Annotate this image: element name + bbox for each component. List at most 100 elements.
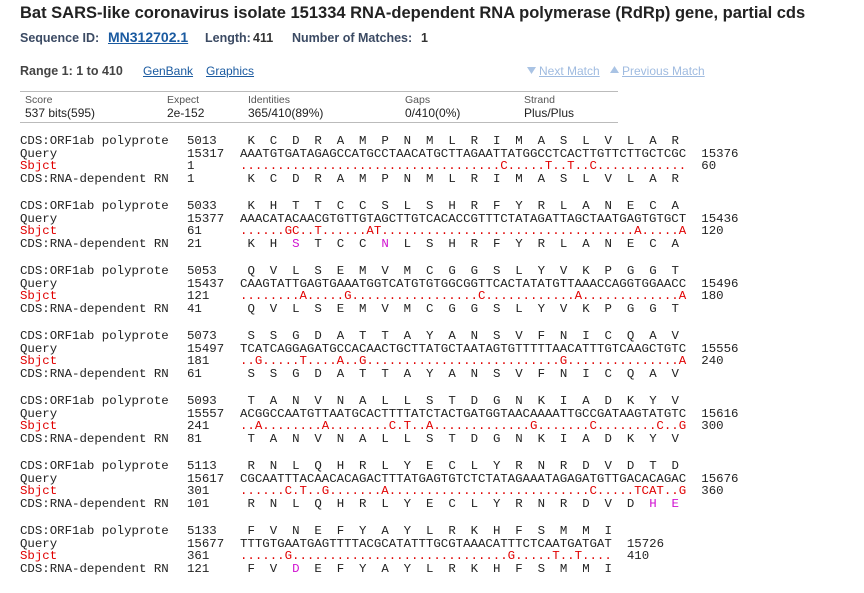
amino-acid: S (426, 394, 434, 408)
amino-acid: E (426, 497, 434, 512)
amino-acid: C (426, 302, 434, 317)
amino-acid: E (626, 237, 635, 252)
amino-acid: Y (537, 264, 546, 278)
amino-acid: I (604, 562, 612, 577)
amino-acid: F (336, 562, 345, 577)
amino-acid: H (492, 524, 501, 538)
stats-value: 0/410(0%) (405, 106, 461, 120)
end-position: 410 (626, 549, 650, 564)
amino-acid: D (314, 329, 322, 343)
amino-acid: T (314, 237, 322, 252)
amino-acid: L (470, 497, 479, 512)
amino-acid: T (649, 459, 657, 473)
amino-acid: R (671, 134, 679, 148)
amino-acid: P (604, 302, 612, 317)
amino-acid: A (671, 237, 679, 252)
up-arrow-icon (610, 66, 619, 73)
row-label: CDS:ORF1ab polyprote (20, 459, 169, 473)
amino-acid: M (426, 134, 434, 148)
amino-acid: R (537, 199, 546, 213)
amino-acid: N (604, 199, 612, 213)
amino-acid: L (582, 134, 590, 148)
sbjct-sequence: ...................................C....… (240, 159, 687, 174)
amino-acid: I (582, 329, 590, 343)
amino-acid: G (448, 264, 456, 278)
amino-acid: S (247, 367, 255, 382)
amino-acid: S (314, 302, 322, 317)
sequence-id-link[interactable]: MN312702.1 (108, 29, 189, 45)
amino-acid: Y (359, 524, 367, 538)
row-label: CDS:ORF1ab polyprote (20, 394, 169, 408)
amino-acid: N (292, 524, 300, 538)
amino-acid: N (269, 497, 278, 512)
graphics-link[interactable]: Graphics (206, 64, 255, 78)
row-label: CDS:RNA-dependent RN (20, 562, 169, 577)
amino-acid: G (492, 432, 501, 447)
amino-acid: F (537, 329, 546, 343)
amino-acid: M (359, 264, 367, 278)
start-position: 15317 (187, 146, 225, 161)
amino-acid: E (336, 302, 345, 317)
sbjct-sequence: ..A........A........C.T..A.............G… (240, 419, 687, 434)
amino-acid: F (247, 524, 255, 538)
amino-acid: Q (314, 497, 322, 512)
amino-acid: T (381, 367, 389, 382)
start-position: 15437 (187, 276, 225, 291)
amino-acid: A (448, 367, 456, 382)
amino-acid: Y (649, 394, 657, 408)
amino-acid: Y (403, 459, 412, 473)
amino-acid: D (626, 497, 635, 512)
amino-acid: K (247, 237, 255, 252)
amino-acid: T (247, 394, 255, 408)
amino-acid: Q (314, 459, 322, 473)
amino-acid: N (559, 367, 568, 382)
genbank-link[interactable]: GenBank (143, 64, 194, 78)
amino-acid: L (403, 394, 412, 408)
sequence-id-label: Sequence ID: (20, 31, 100, 45)
row-label: Sbjct (20, 484, 58, 499)
row-label: CDS:RNA-dependent RN (20, 237, 169, 252)
query-sequence: ACGGCCAATGTTAATGCACTTTTATCTACTGATGGTAACA… (240, 406, 687, 421)
amino-acid: E (671, 497, 679, 512)
amino-acid: N (515, 432, 523, 447)
amino-acid: D (671, 459, 679, 473)
amino-acid: R (359, 459, 367, 473)
start-position: 5073 (187, 329, 217, 343)
amino-acid: I (604, 524, 612, 538)
amino-acid: V (671, 329, 679, 343)
previous-match-link[interactable]: Previous Match (622, 64, 705, 78)
amino-acid: L (470, 459, 479, 473)
start-position: 61 (187, 367, 202, 382)
amino-acid: A (649, 367, 657, 382)
title: Bat SARS-like coronavirus isolate 151334… (20, 4, 806, 22)
amino-acid: K (247, 172, 255, 187)
query-sequence: CGCAATTTACAACACAGACTTTATGAGTGTCTCTATAGAA… (240, 471, 687, 486)
start-position: 101 (187, 497, 210, 512)
amino-acid: L (292, 497, 300, 512)
next-match-link[interactable]: Next Match (539, 64, 600, 78)
amino-acid: C (649, 199, 657, 213)
amino-acid: F (492, 199, 501, 213)
amino-acid: A (582, 394, 590, 408)
amino-acid: N (537, 459, 546, 473)
row-label: Query (20, 406, 58, 421)
start-position: 41 (187, 302, 202, 317)
amino-acid: H (448, 199, 456, 213)
amino-acid: R (559, 497, 568, 512)
start-position: 5013 (187, 134, 217, 148)
amino-acid: S (492, 367, 501, 382)
amino-acid: Y (426, 329, 434, 343)
stats-header: Gaps (405, 94, 431, 106)
amino-acid: K (626, 432, 635, 447)
amino-acid: Q (247, 264, 255, 278)
amino-acid: C (359, 237, 367, 252)
amino-acid: M (403, 302, 412, 317)
amino-acid: T (671, 264, 679, 278)
start-position: 361 (187, 549, 210, 564)
row-label: CDS:RNA-dependent RN (20, 302, 169, 317)
amino-acid: Y (359, 562, 367, 577)
sbjct-sequence: ..G.....T....A..G.......................… (240, 354, 687, 369)
start-position: 5033 (187, 199, 217, 213)
amino-acid: K (247, 199, 255, 213)
amino-acid: F (515, 524, 523, 538)
